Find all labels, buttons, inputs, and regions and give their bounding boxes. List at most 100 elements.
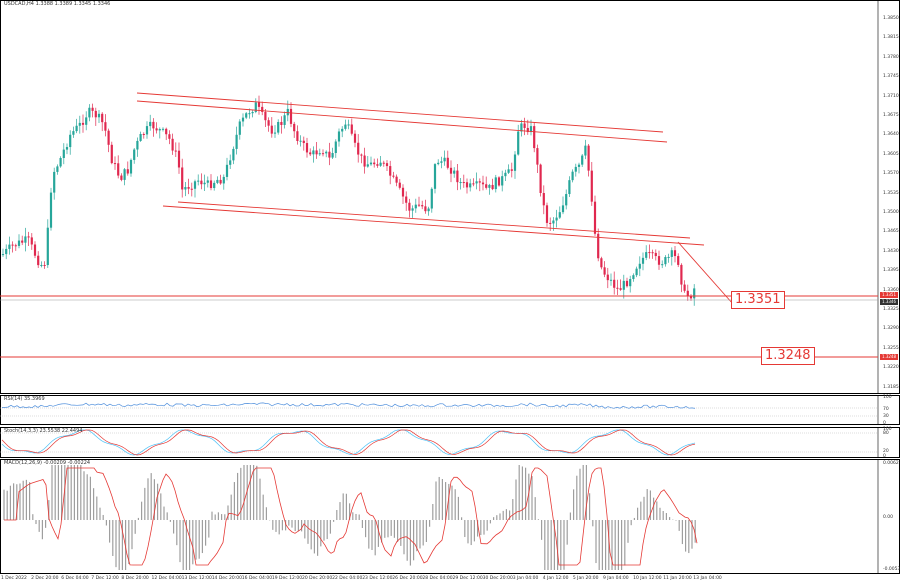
candle — [88, 104, 91, 122]
candle — [686, 284, 689, 301]
candle — [430, 187, 433, 213]
candle — [385, 160, 389, 172]
candle — [56, 164, 59, 175]
trend-line[interactable] — [136, 100, 668, 143]
candle — [117, 155, 120, 179]
candle — [155, 122, 158, 134]
candle — [507, 164, 510, 175]
macd-histogram — [3, 465, 696, 570]
candle — [94, 107, 97, 126]
candle — [478, 178, 481, 192]
candle — [603, 261, 606, 278]
candle — [65, 143, 69, 155]
main-chart-pane[interactable]: USDCAD,H4 1.3388 1.3389 1.3345 1.3346 1.… — [0, 0, 900, 394]
price-axis-label: 1.3745 — [883, 74, 899, 80]
candle — [462, 174, 465, 188]
candle — [53, 167, 56, 200]
candle — [421, 200, 424, 210]
candle — [81, 114, 85, 133]
time-axis-label: 23 Dec 12:00 — [362, 576, 393, 581]
rsi-axis-label: 100 — [883, 395, 892, 400]
candle — [536, 144, 539, 174]
candle — [27, 231, 30, 247]
macd-indicator — [0, 459, 900, 574]
candle — [209, 174, 213, 191]
candle — [286, 100, 289, 122]
candle — [587, 144, 590, 177]
candle — [334, 139, 337, 158]
candle — [651, 249, 654, 259]
candle — [520, 119, 523, 137]
candle — [139, 131, 142, 142]
candle — [261, 101, 264, 116]
candle — [398, 179, 401, 190]
candles — [1, 95, 696, 306]
trend-line[interactable] — [177, 201, 691, 239]
macd-pane[interactable]: MACD(12,26,9) -0.00209 -0.00224 — [0, 459, 900, 574]
candle — [593, 195, 597, 236]
candle — [395, 174, 398, 187]
candle — [376, 158, 379, 168]
candle — [427, 206, 430, 216]
rsi-axis-label: 70 — [883, 407, 889, 412]
time-axis-label: 13 Jan 04:00 — [693, 576, 722, 581]
candle — [571, 169, 574, 183]
candle — [33, 241, 37, 259]
candle — [241, 113, 245, 127]
time-axis-label: 26 Dec 20:00 — [392, 576, 423, 581]
candle — [97, 109, 101, 123]
candle — [299, 135, 302, 147]
candle — [539, 163, 542, 197]
rsi-axis-label: 0 — [883, 421, 886, 426]
candle — [411, 205, 414, 218]
candle — [661, 260, 664, 269]
candle — [446, 150, 449, 170]
candle — [168, 130, 171, 145]
price-tag-lower: 1.3248 — [880, 354, 898, 360]
candle — [497, 176, 501, 187]
price-axis-label: 1.3675 — [883, 113, 899, 118]
price-axis-label: 1.3780 — [883, 54, 899, 60]
time-axis-label: 3 Jan 04:00 — [512, 576, 539, 581]
candle — [59, 156, 62, 168]
price-axis-label: 1.3850 — [883, 16, 899, 21]
candle — [78, 115, 81, 134]
stoch-pane[interactable]: Stoch(14,3,3) 23.5538 22.4494 — [0, 427, 900, 458]
candle — [581, 153, 584, 167]
price-chart[interactable] — [0, 0, 900, 394]
time-axis-label: 7 Dec 12:00 — [91, 576, 119, 581]
candle — [193, 179, 197, 198]
candle — [305, 137, 309, 158]
candle — [638, 256, 641, 277]
price-axis-label: 1.3185 — [883, 384, 899, 390]
candle — [184, 182, 187, 197]
rsi-label: RSI(14) 35.3969 — [4, 396, 45, 402]
trend-line[interactable] — [162, 205, 705, 246]
stoch-axis-label: 20 — [883, 449, 889, 454]
candle — [190, 182, 193, 197]
time-axis-label: 30 Dec 20:00 — [482, 576, 513, 581]
trend-line[interactable] — [677, 241, 734, 305]
rsi-pane[interactable]: RSI(14) 35.3969 — [0, 395, 900, 425]
time-axis-label: 20 Dec 20:00 — [302, 576, 333, 581]
time-axis-label: 10 Jan 12:00 — [633, 576, 662, 581]
price-axis-label: 1.3255 — [883, 345, 899, 351]
candle — [341, 126, 344, 138]
candle — [475, 172, 478, 190]
candle — [46, 219, 49, 268]
price-axis-label: 1.3570 — [883, 171, 899, 177]
candle — [392, 171, 395, 179]
candle — [481, 175, 485, 191]
candle — [360, 153, 363, 164]
candle — [107, 128, 110, 153]
candle — [414, 198, 417, 213]
candle — [565, 189, 568, 210]
candle — [373, 158, 376, 168]
candle — [136, 137, 139, 157]
candle — [257, 95, 261, 115]
trend-line[interactable] — [136, 92, 664, 133]
candle — [443, 150, 446, 166]
price-axis-label: 1.3290 — [883, 326, 899, 332]
candle — [472, 178, 475, 187]
stoch-label: Stoch(14,3,3) 23.5538 22.4494 — [4, 428, 83, 434]
